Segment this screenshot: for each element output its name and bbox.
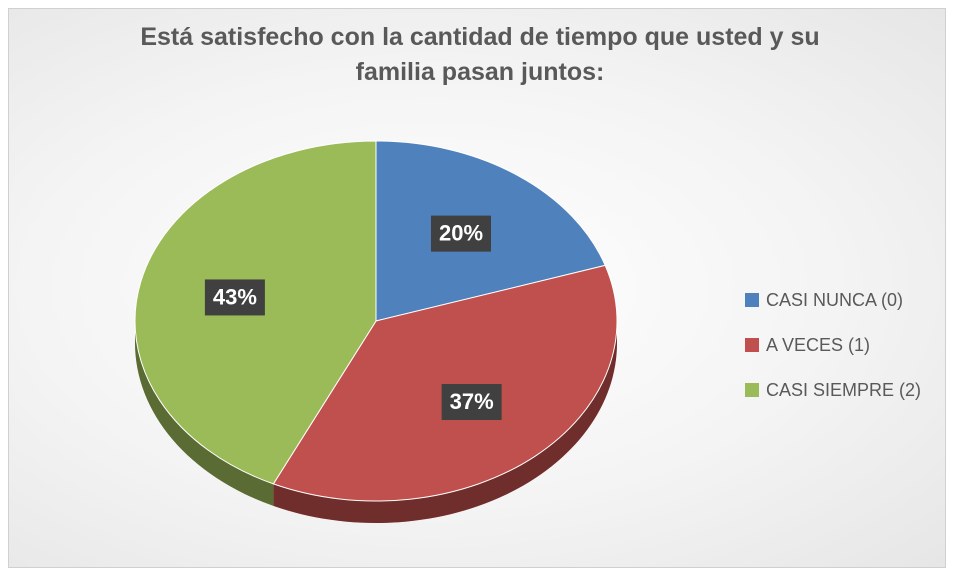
- legend-label: CASI NUNCA (0): [766, 290, 903, 310]
- data-label-bg: [430, 215, 491, 252]
- slice-side-shade: [135, 321, 274, 506]
- slice-side: [273, 321, 617, 523]
- slice-side: [135, 321, 274, 506]
- data-label-bg: [441, 384, 502, 421]
- slice-side-shade: [273, 321, 617, 523]
- data-label: 20%: [439, 220, 483, 245]
- data-label-bg: [204, 279, 265, 316]
- data-label: 37%: [450, 389, 494, 414]
- legend-label: A VECES (1): [766, 335, 870, 355]
- chart-title: Está satisfecho con la cantidad de tiemp…: [140, 23, 820, 86]
- slice: [272, 264, 618, 502]
- legend-swatch: [745, 383, 759, 397]
- legend-swatch: [745, 293, 759, 307]
- data-label: 43%: [213, 284, 257, 309]
- legend-swatch: [745, 338, 759, 352]
- legend-label: CASI SIEMPRE (2): [766, 380, 921, 400]
